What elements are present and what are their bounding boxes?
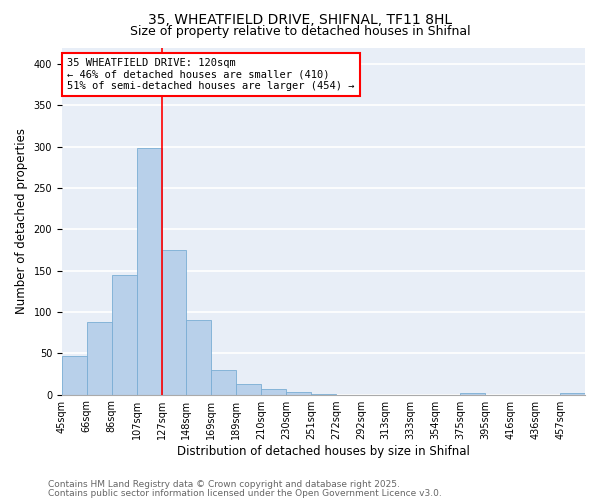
Bar: [161, 250, 187, 394]
Bar: [62, 356, 87, 395]
Bar: [187, 320, 211, 394]
Bar: [460, 393, 485, 394]
Bar: [236, 384, 261, 394]
Text: Size of property relative to detached houses in Shifnal: Size of property relative to detached ho…: [130, 25, 470, 38]
Bar: [112, 275, 137, 394]
Y-axis label: Number of detached properties: Number of detached properties: [15, 128, 28, 314]
Bar: [137, 148, 161, 394]
Bar: [560, 393, 585, 394]
Bar: [211, 370, 236, 394]
Text: Contains public sector information licensed under the Open Government Licence v3: Contains public sector information licen…: [48, 488, 442, 498]
Bar: [261, 389, 286, 394]
Bar: [87, 322, 112, 394]
Text: Contains HM Land Registry data © Crown copyright and database right 2025.: Contains HM Land Registry data © Crown c…: [48, 480, 400, 489]
X-axis label: Distribution of detached houses by size in Shifnal: Distribution of detached houses by size …: [177, 444, 470, 458]
Bar: [286, 392, 311, 394]
Text: 35 WHEATFIELD DRIVE: 120sqm
← 46% of detached houses are smaller (410)
51% of se: 35 WHEATFIELD DRIVE: 120sqm ← 46% of det…: [67, 58, 355, 91]
Text: 35, WHEATFIELD DRIVE, SHIFNAL, TF11 8HL: 35, WHEATFIELD DRIVE, SHIFNAL, TF11 8HL: [148, 12, 452, 26]
